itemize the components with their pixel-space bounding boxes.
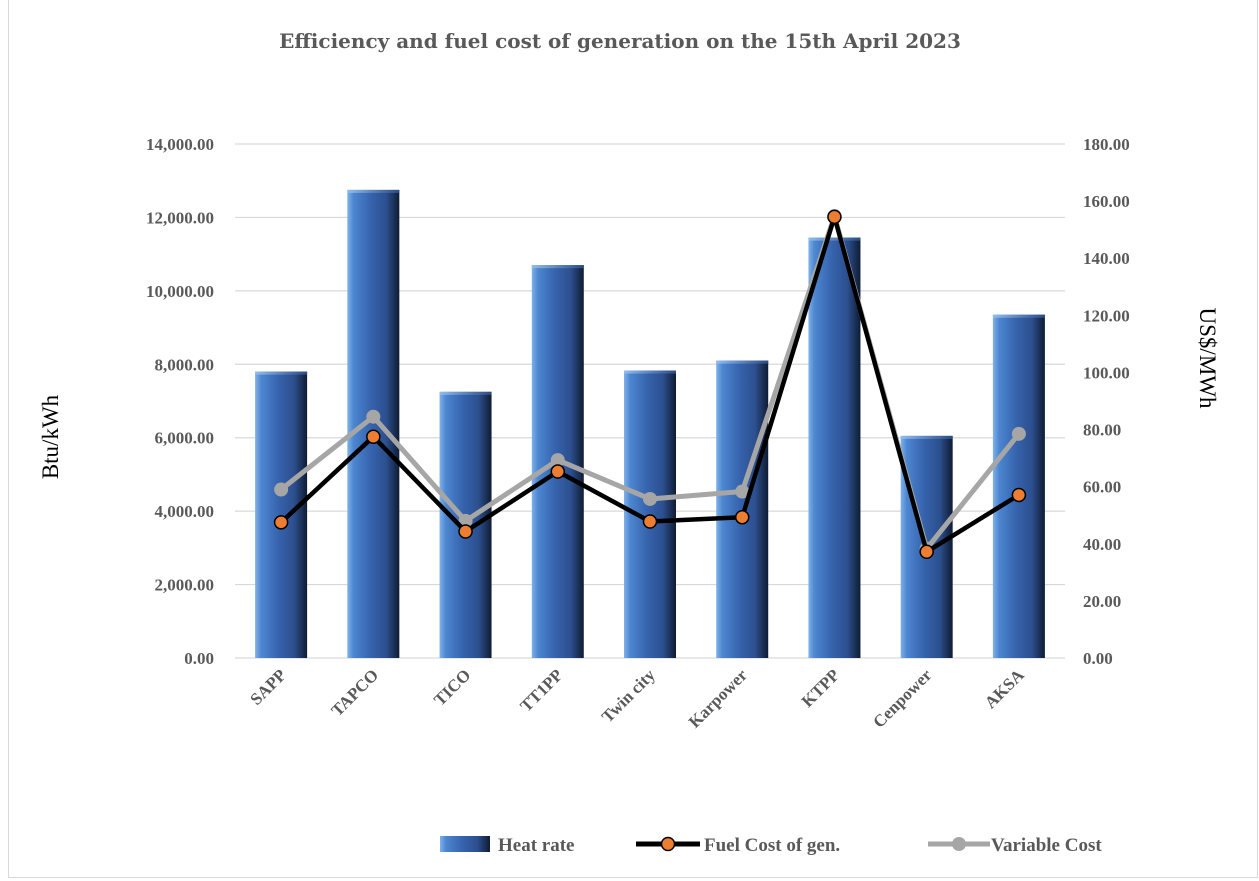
x-tick-label: Twin city xyxy=(598,665,659,726)
fuel-cost-point xyxy=(642,514,658,529)
legend-item-fuel-cost: Fuel Cost of gen. xyxy=(636,835,840,856)
variable-cost-point xyxy=(735,484,750,499)
bar xyxy=(992,314,1045,658)
fuel-cost-point xyxy=(458,524,473,539)
variable-cost-point xyxy=(643,491,657,506)
right-tick-label: 140.00 xyxy=(1083,249,1130,268)
right-tick-label: 20.00 xyxy=(1083,592,1121,611)
right-axis-title: US$/MWh xyxy=(1195,308,1220,409)
left-tick-label: 8,000.00 xyxy=(155,355,215,374)
fuel-cost-point xyxy=(1011,487,1027,503)
right-tick-label: 160.00 xyxy=(1083,192,1130,211)
bar xyxy=(347,189,400,658)
chart-title: Efficiency and fuel cost of generation o… xyxy=(279,29,961,53)
right-tick-label: 60.00 xyxy=(1083,478,1121,497)
x-tick-label: SAPP xyxy=(246,665,289,708)
x-tick-label: KTPP xyxy=(798,665,843,710)
left-tick-label: 14,000.00 xyxy=(146,135,214,154)
bar xyxy=(808,237,861,658)
x-tick-label: TAPCO xyxy=(328,665,383,720)
right-tick-label: 180.00 xyxy=(1083,135,1130,154)
fuel-cost-point xyxy=(734,509,750,525)
legend-item-variable-cost: Variable Cost xyxy=(928,835,1102,856)
left-axis-title: Btu/kWh xyxy=(38,394,63,479)
bar-series-heat-rate xyxy=(255,189,1045,658)
left-tick-label: 10,000.00 xyxy=(146,282,214,301)
legend-label-fuel-cost: Fuel Cost of gen. xyxy=(704,835,840,856)
x-tick-label: TT1PP xyxy=(516,665,566,715)
legend-item-heat-rate: Heat rate xyxy=(440,835,574,856)
left-tick-label: 4,000.00 xyxy=(155,502,215,521)
variable-cost-point xyxy=(550,453,565,468)
right-tick-label: 40.00 xyxy=(1083,535,1121,554)
x-tick-label: Cenpower xyxy=(869,665,936,732)
left-axis-ticks: 0.00 2,000.00 4,000.00 6,000.00 8,000.00 10,0… xyxy=(146,135,214,668)
fuel-cost-point xyxy=(366,429,381,444)
legend-label-variable-cost: Variable Cost xyxy=(991,835,1102,856)
legend-label-heat-rate: Heat rate xyxy=(498,835,574,856)
right-tick-label: 80.00 xyxy=(1083,421,1121,440)
x-tick-label: TICO xyxy=(430,665,474,709)
left-tick-label: 0.00 xyxy=(184,649,214,668)
x-tick-label: AKSA xyxy=(981,665,1028,712)
fuel-cost-point xyxy=(919,544,934,560)
right-tick-label: 0.00 xyxy=(1083,649,1113,668)
variable-cost-point xyxy=(1011,426,1026,441)
fuel-cost-point xyxy=(827,209,842,225)
fuel-cost-point xyxy=(273,515,289,530)
left-tick-label: 2,000.00 xyxy=(155,576,215,595)
x-tick-label: Karpower xyxy=(685,665,752,732)
variable-cost-point xyxy=(274,482,289,497)
variable-cost-point xyxy=(366,409,381,424)
fuel-cost-point xyxy=(550,464,566,479)
bar xyxy=(716,360,769,658)
right-tick-label: 100.00 xyxy=(1083,363,1130,382)
variable-cost-point xyxy=(458,513,473,528)
left-tick-label: 12,000.00 xyxy=(146,208,214,227)
left-tick-label: 6,000.00 xyxy=(155,429,215,448)
right-tick-label: 120.00 xyxy=(1083,306,1130,325)
bar xyxy=(255,371,308,658)
line-series xyxy=(273,208,1027,560)
right-axis-ticks: 0.00 20.00 40.00 60.00 80.00 100.00 120.00 140.… xyxy=(1083,135,1130,668)
x-axis-ticks: SAPP TAPCO TICO TT1PP Twin city Karpower KTPP C… xyxy=(246,665,1028,732)
legend: Heat rate Fuel Cost of gen. Variable Cos… xyxy=(440,835,1102,856)
